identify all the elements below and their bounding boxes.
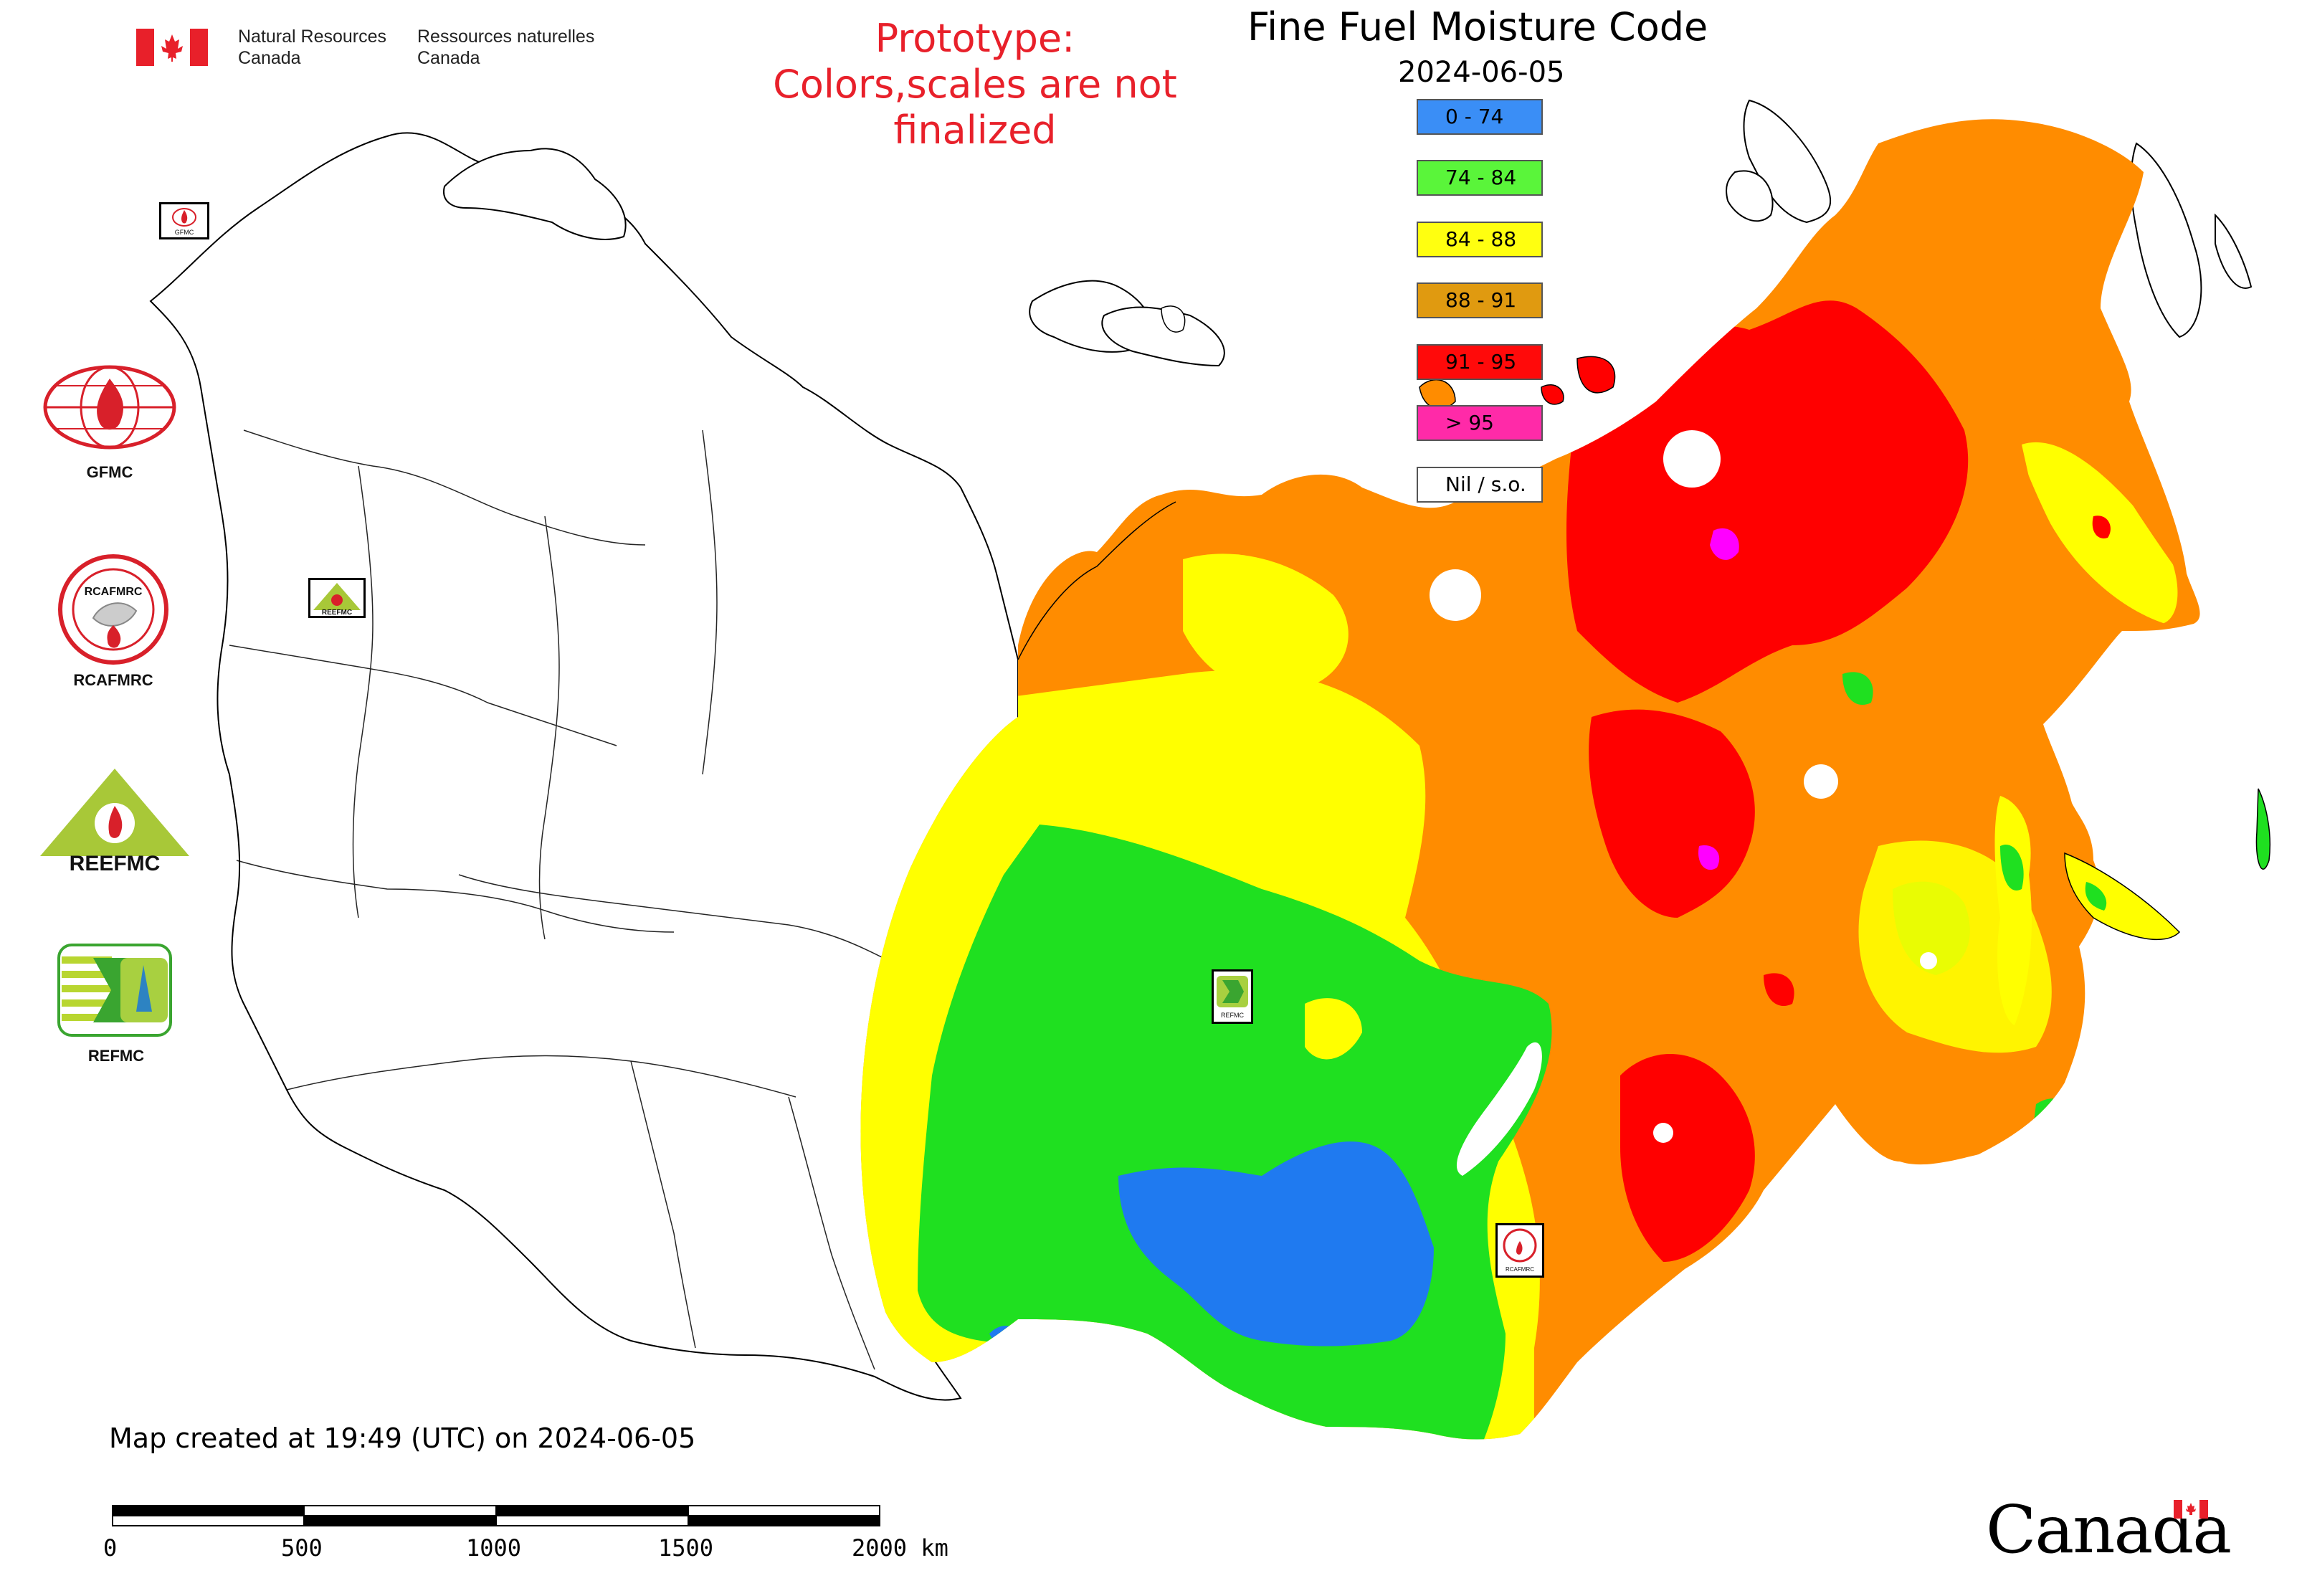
- refmc-marker-icon: REFMC: [1217, 976, 1248, 1019]
- refmc-green-logo-icon: [57, 944, 172, 1037]
- land-outlines: [149, 99, 2253, 1401]
- refmc-label: REFMC: [87, 1047, 145, 1065]
- legend-item-74-84: 74 - 84: [1417, 160, 1543, 196]
- gfmc-logo: GFMC: [42, 364, 181, 482]
- agency-name-en-1: Natural Resources: [238, 27, 387, 47]
- gfmc-marker-icon: GFMC: [172, 208, 196, 236]
- svg-text:RCAFMRC: RCAFMRC: [1506, 1266, 1534, 1273]
- reefmc-map-marker[interactable]: REEFMC: [308, 578, 366, 618]
- scale-label-0: 0: [103, 1534, 118, 1562]
- reefmc-logo: REEFMC: [37, 766, 192, 875]
- reefmc-triangle-logo-icon: REEFMC: [40, 769, 189, 875]
- map-created-text: Map created at 19:49 (UTC) on 2024-06-05: [109, 1422, 696, 1454]
- gfmc-label: GFMC: [86, 463, 133, 481]
- reefmc-marker-icon: REEFMC: [313, 583, 361, 617]
- svg-text:REEFMC: REEFMC: [322, 609, 352, 616]
- agency-name-en-2: Canada: [238, 48, 301, 68]
- prototype-notice: Prototype: Colors,scales are not finaliz…: [688, 16, 1262, 153]
- agency-name-fr-2: Canada: [417, 48, 480, 68]
- canada-wordmark-flag-icon: [2174, 1500, 2208, 1519]
- hokkaido: [2064, 852, 2181, 941]
- rcafmrc-label: RCAFMRC: [73, 671, 153, 689]
- prototype-line-1: Prototype:: [875, 16, 1075, 61]
- svg-text:RCAFMRC: RCAFMRC: [85, 586, 143, 598]
- rcafmrc-map-marker[interactable]: RCAFMRC: [1495, 1223, 1544, 1278]
- legend-item-88-91: 88 - 91: [1417, 282, 1543, 318]
- scale-bar: [112, 1505, 880, 1526]
- legend-item-91-95: 91 - 95: [1417, 344, 1543, 380]
- scale-label-1000: 1000: [466, 1534, 522, 1562]
- rcafmrc-marker-icon: RCAFMRC: [1503, 1228, 1537, 1273]
- legend-item-84-88: 84 - 88: [1417, 222, 1543, 257]
- svg-text:REEFMC: REEFMC: [70, 852, 161, 872]
- scale-label-1500: 1500: [658, 1534, 714, 1562]
- refmc-map-marker[interactable]: REFMC: [1212, 969, 1253, 1024]
- legend-item-gt-95: > 95: [1417, 405, 1543, 441]
- svg-text:GFMC: GFMC: [175, 229, 194, 236]
- map-title: Fine Fuel Moisture Code: [1247, 4, 1708, 49]
- canada-wordmark: Canada: [1986, 1491, 2232, 1568]
- gfmc-globe-logo-icon: [43, 365, 176, 450]
- canada-flag-icon: [136, 29, 208, 66]
- svg-text:REFMC: REFMC: [1221, 1012, 1244, 1019]
- prototype-line-2: Colors,scales are not finalized: [773, 62, 1177, 153]
- rcafmrc-round-seal-icon: RCAFMRC: [58, 554, 168, 665]
- gfmc-map-marker[interactable]: GFMC: [159, 202, 209, 239]
- scale-label-2000-km: 2000 km: [852, 1534, 948, 1562]
- japan-north: [2255, 788, 2271, 870]
- refmc-logo: REFMC: [57, 944, 188, 1065]
- rcafmrc-logo: RCAFMRC RCAFMRC: [57, 554, 185, 690]
- agency-name-fr-1: Ressources naturelles: [417, 27, 595, 47]
- legend-item-nil: Nil / s.o.: [1417, 467, 1543, 503]
- scale-label-500: 500: [281, 1534, 323, 1562]
- map-date: 2024-06-05: [1398, 56, 1565, 89]
- legend-item-0-74: 0 - 74: [1417, 99, 1543, 135]
